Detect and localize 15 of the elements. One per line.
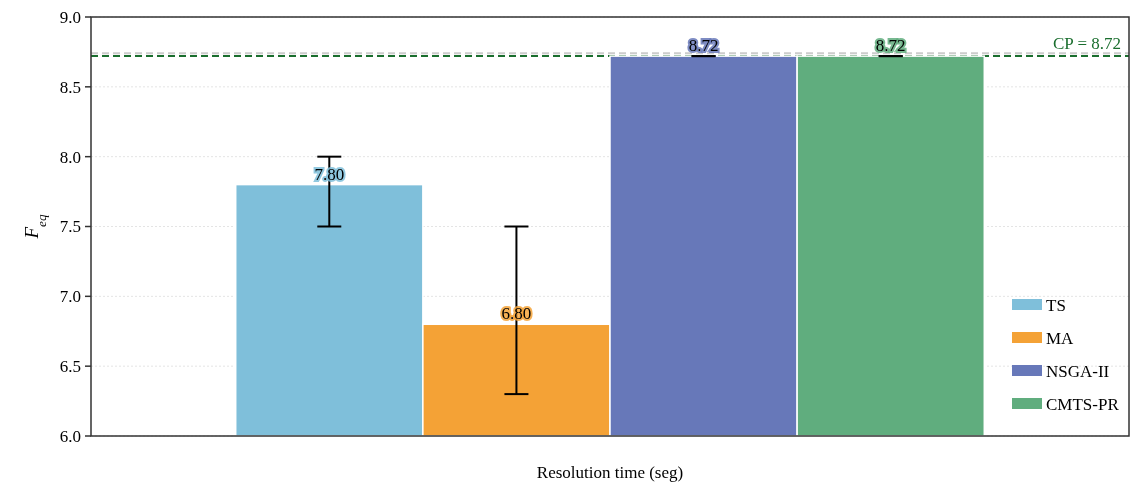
y-tick-label: 9.0 (59, 7, 81, 27)
y-tick-label: 6.0 (59, 426, 81, 446)
legend-label: TS (1046, 295, 1066, 315)
y-tick-label: 8.5 (59, 77, 81, 97)
y-tick-label: 8.0 (59, 147, 81, 167)
legend-label: MA (1046, 328, 1075, 348)
y-tick-label: 7.0 (59, 287, 81, 307)
legend-label: NSGA-II (1046, 361, 1110, 381)
data-label: 8.72 (875, 36, 906, 56)
x-axis-title: Resolution time (seg) (536, 463, 684, 482)
y-tick-label: 6.5 (59, 357, 81, 377)
y-tick-label: 7.5 (59, 217, 81, 237)
ref-line-label: CP = 8.72 (1053, 34, 1121, 54)
data-label: 8.72 (688, 36, 719, 56)
legend-label: CMTS-PR (1046, 394, 1120, 414)
